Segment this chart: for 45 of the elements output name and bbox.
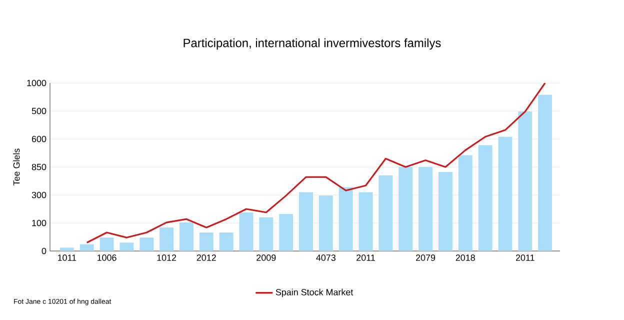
x-tick-label: 2018 [456,254,475,261]
x-tick-label: 2012 [196,254,216,261]
y-axis-title: Tee Glels [13,148,20,186]
bar [418,167,433,251]
bar [299,192,313,251]
bar [438,172,452,251]
x-tick-label: 2011 [356,254,375,261]
chart-title: Participation, international invermivestors familys [184,38,441,50]
bar [179,222,194,251]
bar [140,238,154,251]
bar [239,212,254,251]
bar [458,155,472,251]
bar [378,175,393,251]
text: 850 [32,164,46,170]
bar [80,244,94,251]
bar [160,227,174,251]
x-tick-label: 1012 [157,254,176,261]
bar [60,248,74,251]
text: 300 [32,192,46,198]
bar [338,187,353,251]
legend-label: Spain Stock Market [276,288,354,298]
text: 600 [32,136,46,142]
bar [358,192,373,251]
bar [318,196,333,251]
text: 100 [32,220,46,226]
bar [219,232,234,251]
bar [498,136,512,251]
x-tick-label: 4073 [316,254,336,261]
bar [279,214,294,251]
x-tick-label: 1011 [58,254,76,261]
bar [518,112,532,251]
x-tick-label: 2011 [516,254,534,261]
x-tick-label: 2009 [256,254,276,261]
bar [199,232,214,251]
bar [478,145,492,251]
x-tick-label: 2079 [416,254,436,261]
text: 1000 [27,80,46,86]
bar [538,94,552,251]
text: 500 [32,108,46,114]
x-tick-label: 1006 [97,254,116,261]
bar [398,167,413,251]
bar [100,238,114,251]
bar [259,217,274,251]
text: 0 [42,248,46,254]
bar [120,242,134,251]
